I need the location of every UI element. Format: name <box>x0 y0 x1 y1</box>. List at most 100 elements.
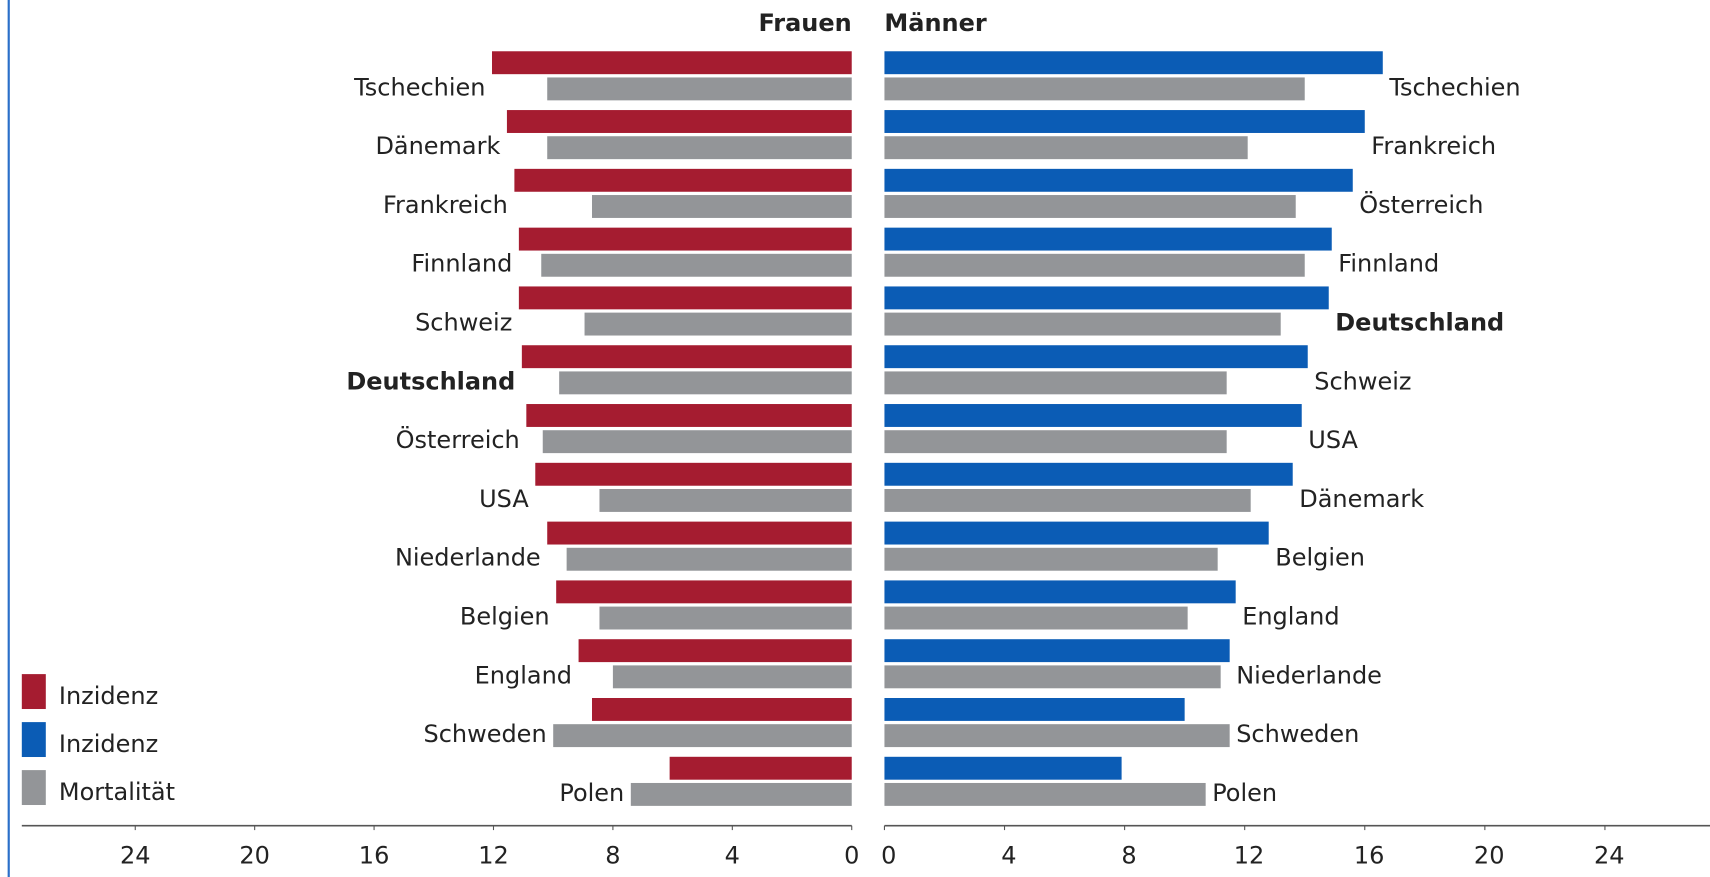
bar <box>884 580 1236 604</box>
x-tick-label: 8 <box>605 841 620 869</box>
category-label: Niederlande <box>395 544 541 572</box>
bar <box>884 462 1293 486</box>
legend-swatch <box>21 674 46 710</box>
category-label: Polen <box>1212 779 1277 807</box>
bar <box>491 51 852 75</box>
bar <box>553 724 852 748</box>
x-tick-label: 0 <box>881 841 896 869</box>
bar <box>884 430 1227 454</box>
bar <box>884 136 1248 160</box>
bar <box>884 51 1383 75</box>
bar <box>547 521 852 545</box>
legend-swatch <box>21 722 46 758</box>
bar <box>884 782 1206 806</box>
x-tick-label: 12 <box>1234 841 1265 869</box>
bar <box>584 312 852 336</box>
bar <box>884 110 1365 133</box>
category-label: Belgien <box>1275 544 1365 572</box>
bar <box>556 580 852 604</box>
chart-title: Männer <box>884 9 986 37</box>
category-label: Schweiz <box>415 309 512 337</box>
chart-title: Frauen <box>758 9 851 37</box>
bar <box>535 462 852 486</box>
category-label: Deutschland <box>1335 309 1504 337</box>
bar <box>541 253 852 277</box>
x-tick-label: 20 <box>239 841 270 869</box>
bar <box>884 698 1185 721</box>
bar <box>592 698 852 721</box>
x-tick-label: 4 <box>725 841 740 869</box>
category-label: Deutschland <box>346 367 515 395</box>
category-label: Schweden <box>1236 720 1359 748</box>
category-label: Tschechien <box>353 73 485 101</box>
category-label: USA <box>1308 426 1358 454</box>
x-tick-label: 4 <box>1001 841 1016 869</box>
x-tick-label: 12 <box>478 841 509 869</box>
bar <box>559 371 852 395</box>
x-tick-label: 24 <box>120 841 151 869</box>
bar <box>884 371 1227 395</box>
category-label: Belgien <box>460 602 550 630</box>
bar <box>518 227 852 251</box>
bar <box>547 77 852 101</box>
legend-label: Mortalität <box>59 778 175 806</box>
bar <box>884 345 1308 369</box>
bar <box>884 286 1329 310</box>
category-label: Schweiz <box>1314 367 1411 395</box>
bar <box>884 547 1218 571</box>
category-label: Dänemark <box>1299 485 1424 513</box>
category-label: Österreich <box>396 425 520 454</box>
category-label: Niederlande <box>1236 661 1382 689</box>
bar <box>630 782 852 806</box>
bar <box>514 168 852 192</box>
legend-label: Inzidenz <box>59 682 158 710</box>
bar <box>521 345 852 369</box>
category-label: Tschechien <box>1388 73 1520 101</box>
bar <box>506 110 852 133</box>
bar <box>547 136 852 160</box>
x-tick-label: 0 <box>844 841 859 869</box>
bar <box>884 489 1251 512</box>
category-label: Polen <box>559 779 624 807</box>
bar <box>566 547 852 571</box>
bar <box>884 312 1281 336</box>
category-label: Schweden <box>423 720 546 748</box>
x-tick-label: 20 <box>1474 841 1505 869</box>
bar <box>884 521 1269 545</box>
bar <box>518 286 852 310</box>
bar <box>669 756 852 780</box>
bar <box>884 639 1230 663</box>
bar <box>592 195 852 218</box>
bar <box>599 489 852 512</box>
category-label: Frankreich <box>1371 132 1496 160</box>
bar <box>884 665 1221 689</box>
bar <box>884 77 1305 101</box>
bar <box>578 639 852 663</box>
x-tick-label: 16 <box>1354 841 1385 869</box>
category-label: USA <box>479 485 529 513</box>
category-label: England <box>1242 602 1339 630</box>
bar <box>526 404 852 427</box>
bar <box>542 430 852 454</box>
category-label: England <box>475 661 572 689</box>
category-label: Finnland <box>411 250 512 278</box>
bar <box>884 724 1230 748</box>
x-tick-label: 8 <box>1121 841 1136 869</box>
bar <box>884 404 1302 427</box>
category-label: Frankreich <box>383 191 508 219</box>
category-label: Dänemark <box>375 132 500 160</box>
bar <box>599 606 852 630</box>
bar <box>884 253 1305 277</box>
bar <box>884 606 1188 630</box>
category-label: Finnland <box>1338 250 1439 278</box>
bar <box>884 168 1353 192</box>
bar <box>612 665 852 689</box>
legend-label: Inzidenz <box>59 730 158 758</box>
x-tick-label: 16 <box>359 841 390 869</box>
x-tick-label: 24 <box>1594 841 1625 869</box>
legend-swatch <box>21 770 46 806</box>
category-label: Österreich <box>1359 190 1483 219</box>
bar <box>884 195 1296 218</box>
